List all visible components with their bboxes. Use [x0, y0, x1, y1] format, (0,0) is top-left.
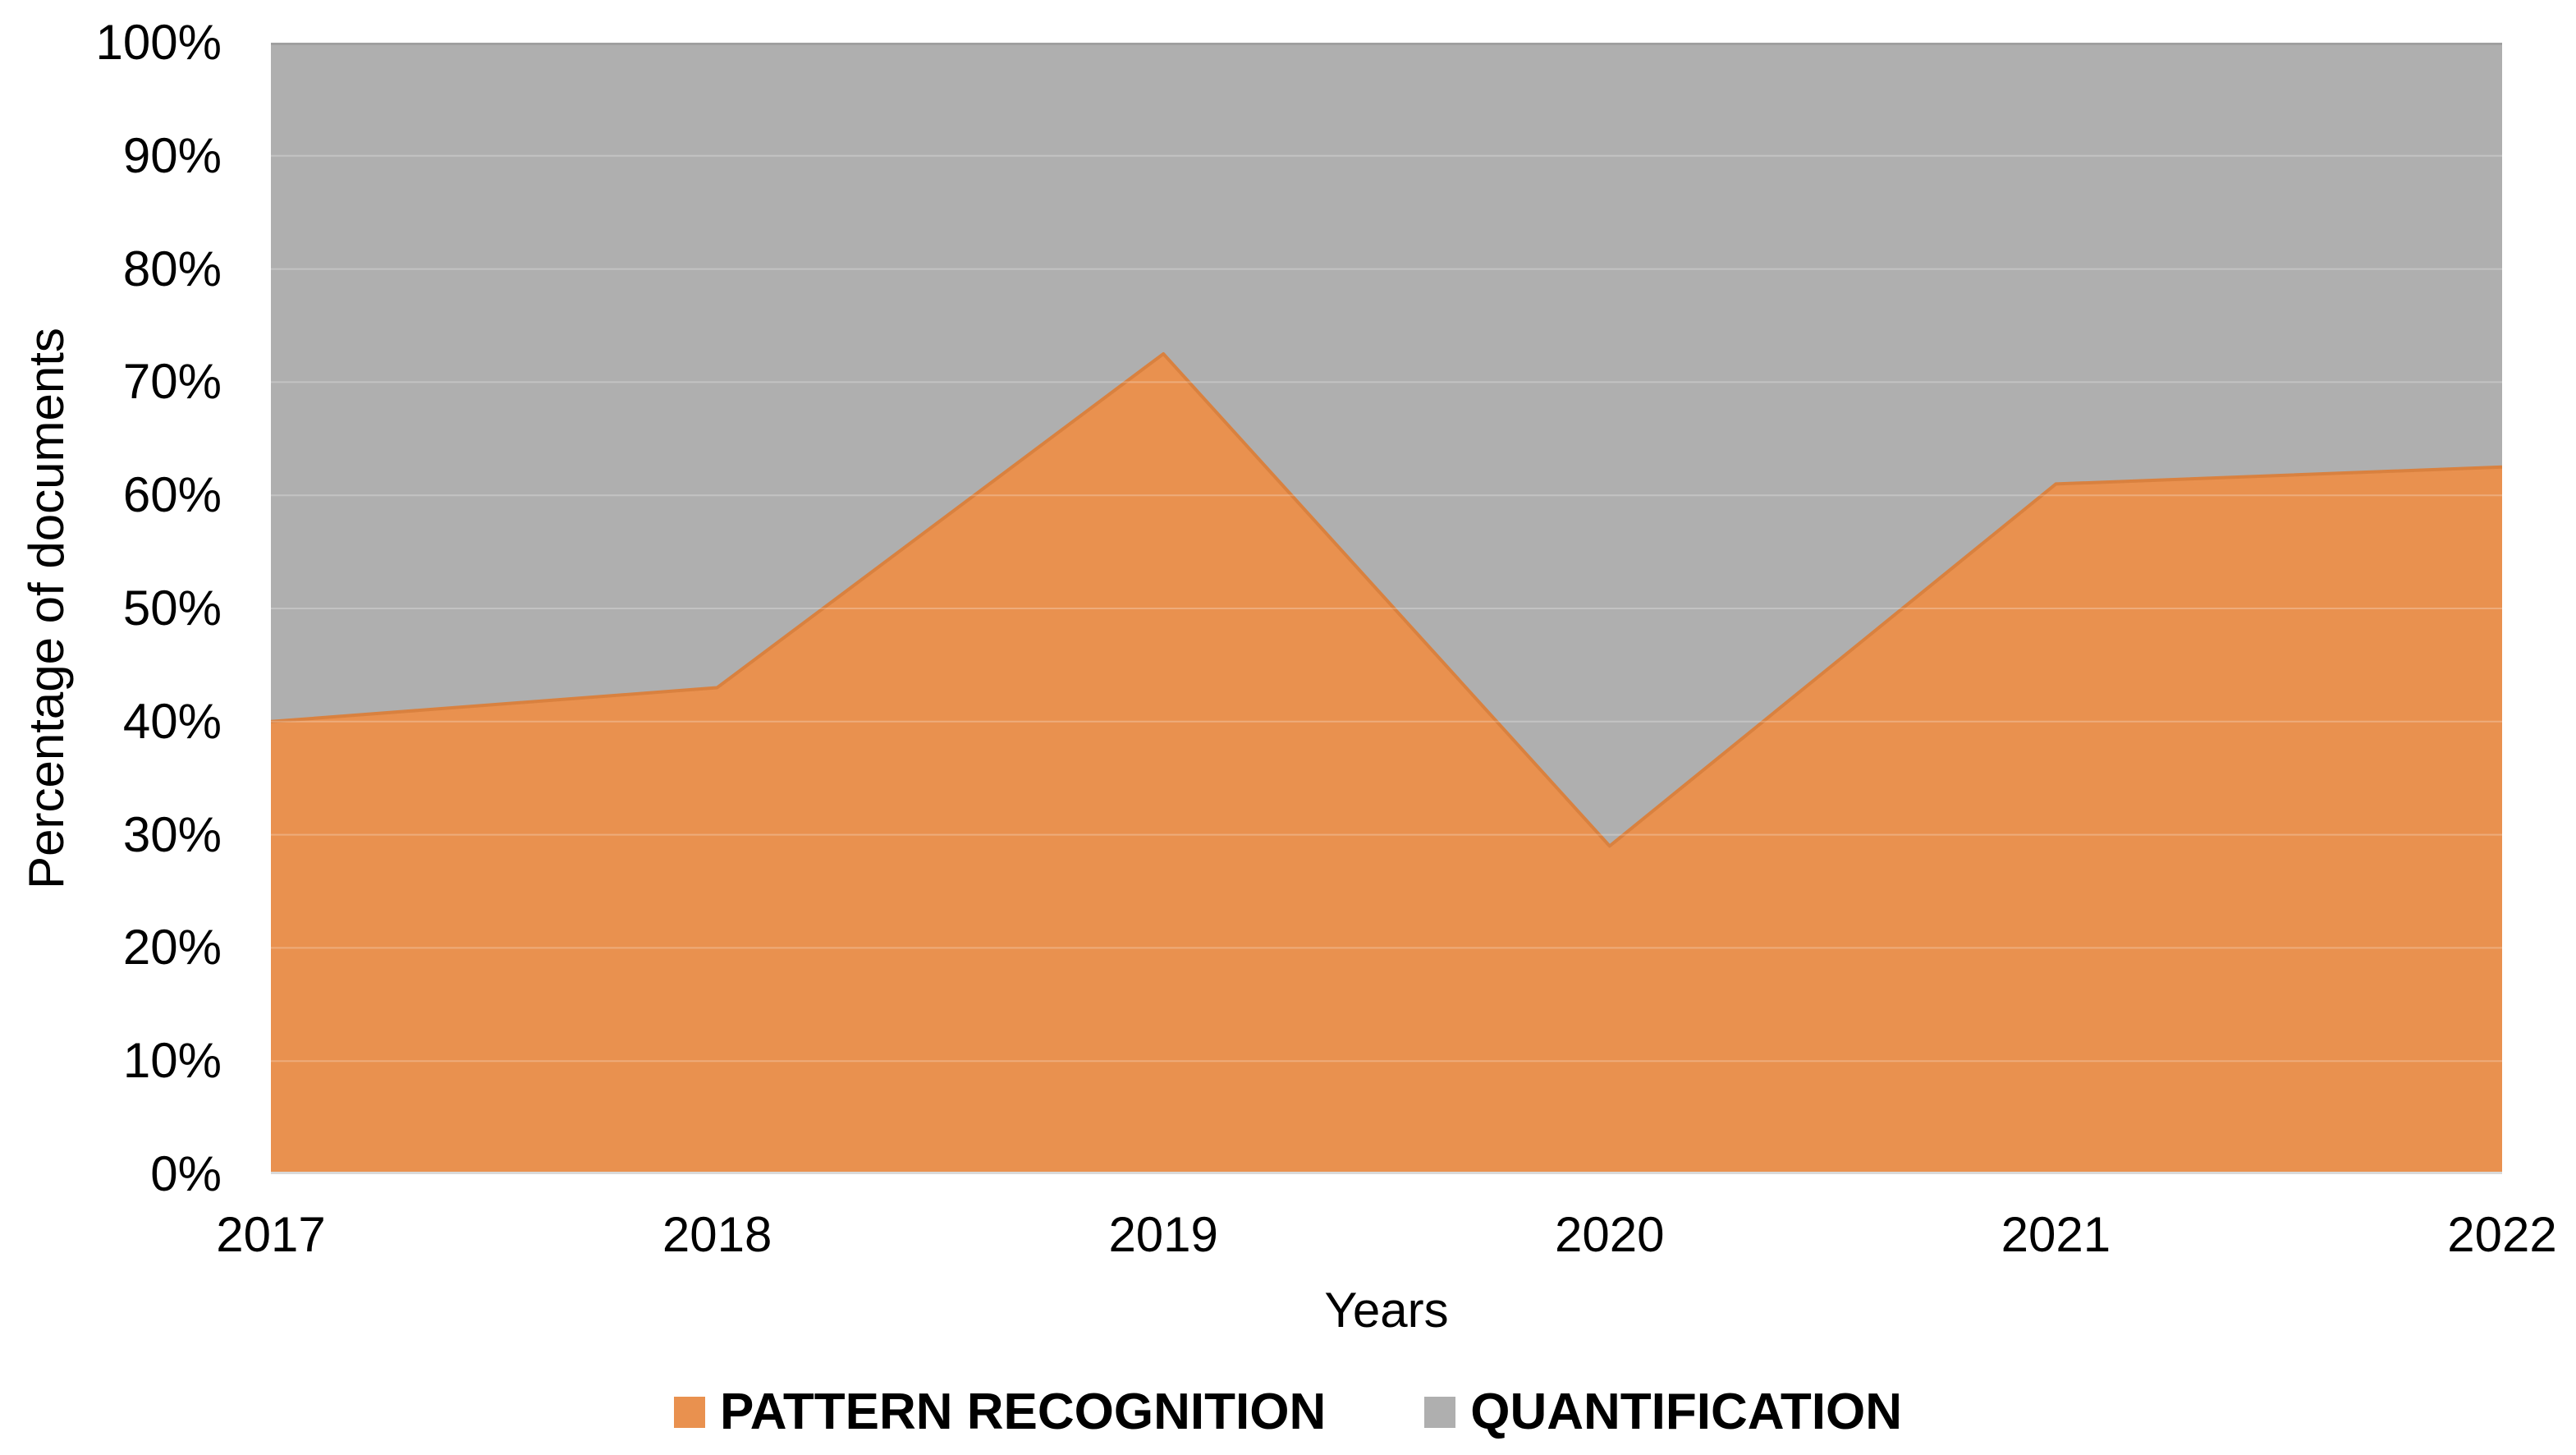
y-tick-label: 40% [122, 693, 222, 749]
y-tick-label: 20% [122, 920, 222, 975]
y-tick-label: 100% [95, 15, 222, 70]
plot-area [271, 43, 2502, 1174]
stacked-area-plot [271, 43, 2502, 1174]
x-tick-label: 2020 [1555, 1207, 1665, 1262]
legend-swatch-icon [673, 1396, 705, 1428]
legend: PATTERN RECOGNITION QUANTIFICATION [0, 1383, 2576, 1441]
legend-item-pattern-recognition: PATTERN RECOGNITION [673, 1383, 1327, 1441]
y-tick-label: 90% [122, 127, 222, 183]
y-tick-label: 30% [122, 806, 222, 862]
legend-label: PATTERN RECOGNITION [719, 1384, 1327, 1440]
legend-item-quantification: QUANTIFICATION [1424, 1383, 1902, 1441]
legend-swatch-icon [1424, 1396, 1456, 1428]
quantification-area [271, 43, 2502, 847]
legend-label: QUANTIFICATION [1470, 1384, 1903, 1440]
x-tick-label: 2018 [662, 1207, 772, 1262]
y-tick-label: 70% [122, 354, 222, 410]
y-tick-label: 0% [150, 1146, 222, 1201]
x-tick-label: 2017 [216, 1207, 326, 1262]
y-tick-label: 10% [122, 1033, 222, 1089]
x-axis-title: Years [1324, 1283, 1449, 1338]
series-boundary-line [271, 351, 2502, 848]
y-tick-label: 50% [122, 581, 222, 636]
pattern-recognition-area [271, 353, 2502, 1174]
x-tick-label: 2021 [2001, 1207, 2111, 1262]
x-tick-label: 2019 [1108, 1207, 1218, 1262]
x-tick-label: 2022 [2447, 1207, 2557, 1262]
y-tick-label: 60% [122, 467, 222, 523]
y-tick-label: 80% [122, 241, 222, 296]
